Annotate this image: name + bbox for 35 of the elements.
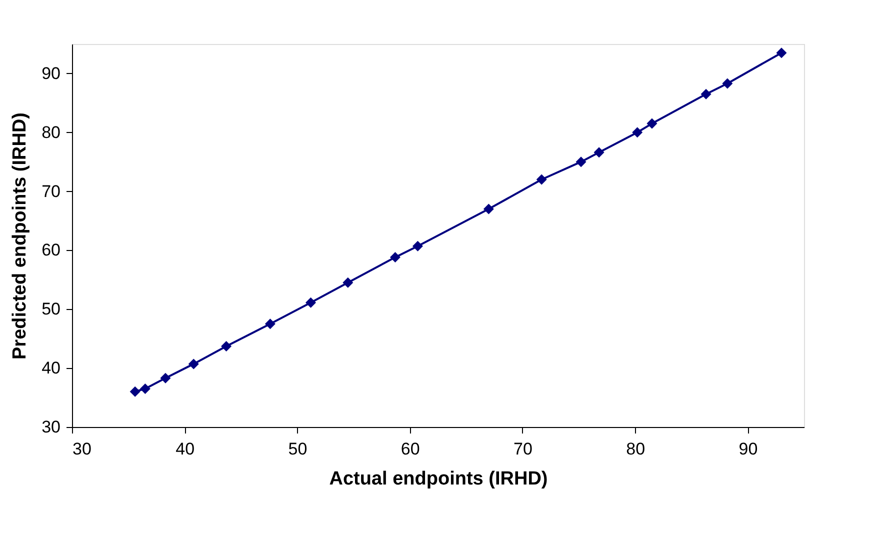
x-tick-label: 80 (626, 440, 646, 458)
point (306, 297, 316, 308)
x-tick-label: 30 (72, 440, 92, 458)
point (594, 147, 604, 158)
y-tick-label: 30 (42, 418, 60, 436)
point (160, 372, 171, 384)
point (776, 48, 787, 58)
point (483, 204, 494, 214)
y-tick-label: 80 (42, 122, 60, 142)
point (632, 127, 643, 138)
point (188, 358, 199, 370)
point (700, 88, 712, 100)
x-axis-title: Actual endpoints (IRHD) (329, 468, 548, 490)
y-tick-label: 50 (42, 300, 60, 319)
point (390, 252, 400, 263)
point (412, 240, 423, 252)
y-axis-title: Predicted endpoints (IRHD) (10, 112, 31, 360)
x-tick-label: 50 (288, 440, 308, 458)
point (130, 386, 140, 397)
y-tick-label: 90 (42, 64, 60, 83)
point (536, 174, 547, 185)
point (221, 341, 232, 352)
y-tick-label: 60 (42, 240, 60, 260)
x-tick-label: 60 (400, 440, 420, 458)
point (140, 383, 150, 394)
point (722, 78, 733, 89)
x-tick-label: 90 (738, 440, 758, 458)
x-tick-label: 70 (514, 440, 532, 458)
x-tick-label: 40 (176, 440, 195, 458)
point (342, 277, 354, 288)
y-tick-label: 40 (42, 358, 60, 378)
point (264, 318, 276, 330)
y-tick-label: 70 (42, 182, 60, 201)
point (576, 156, 586, 168)
point (646, 118, 658, 129)
